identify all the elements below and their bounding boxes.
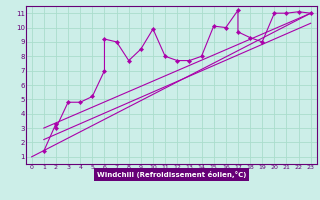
X-axis label: Windchill (Refroidissement éolien,°C): Windchill (Refroidissement éolien,°C) [97, 171, 246, 178]
